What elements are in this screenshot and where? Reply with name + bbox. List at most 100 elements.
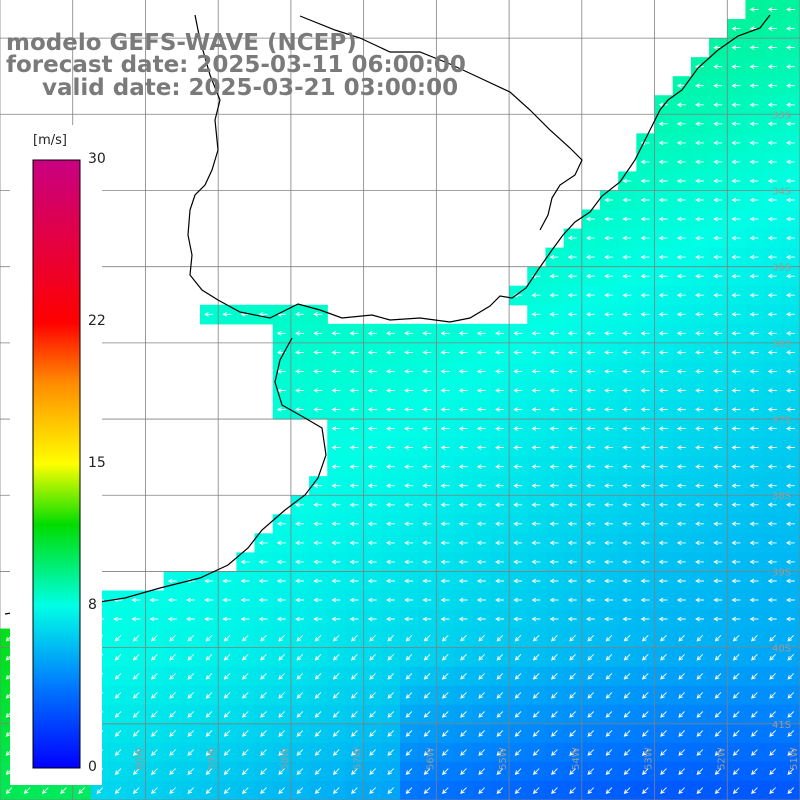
wind-arrow <box>731 540 741 546</box>
wind-arrow <box>369 653 376 661</box>
wind-arrow <box>714 692 722 699</box>
wind-arrow <box>751 711 758 718</box>
wind-arrow <box>731 578 741 584</box>
wind-arrow <box>622 407 632 412</box>
wind-arrow <box>314 673 322 680</box>
wind-arrow <box>132 711 140 718</box>
wind-arrow <box>569 673 576 680</box>
wind-arrow <box>385 426 395 431</box>
wind-arrow <box>476 521 486 527</box>
wind-arrow <box>585 273 595 279</box>
wind-arrow <box>622 178 632 184</box>
wind-arrow <box>749 578 759 584</box>
wind-arrow <box>549 559 559 565</box>
wind-arrow <box>713 235 723 241</box>
wind-arrow <box>767 540 777 546</box>
wind-arrow <box>678 692 685 699</box>
wind-arrow <box>767 559 777 565</box>
wind-arrow <box>531 388 541 393</box>
wind-arrow <box>496 787 504 794</box>
wind-arrow <box>351 768 358 775</box>
wind-arrow <box>604 597 614 603</box>
wind-arrow <box>513 426 523 431</box>
wind-arrow <box>513 521 523 527</box>
wind-arrow <box>314 768 322 775</box>
wind-arrow <box>569 653 576 661</box>
wind-arrow <box>132 730 140 737</box>
wind-arrow <box>640 388 650 393</box>
wind-arrow <box>623 711 631 718</box>
wind-arrow <box>769 730 776 737</box>
wind-arrow <box>676 369 686 374</box>
wind-arrow <box>296 692 304 699</box>
wind-arrow <box>695 254 704 260</box>
title-model: modelo GEFS-WAVE (NCEP) <box>6 30 357 56</box>
wind-arrow <box>423 768 431 775</box>
wind-arrow <box>278 653 285 661</box>
wind-arrow <box>513 483 523 488</box>
wind-arrow <box>332 768 340 775</box>
wind-arrow <box>114 711 122 718</box>
wind-arrow <box>749 597 759 603</box>
wind-arrow <box>567 464 577 469</box>
wind-arrow <box>749 292 759 298</box>
wind-arrow <box>696 692 704 699</box>
wind-arrow <box>731 45 741 50</box>
wind-arrow <box>749 407 759 412</box>
wind-arrow <box>660 768 667 775</box>
wind-arrow <box>567 540 577 546</box>
wind-arrow <box>296 787 304 794</box>
wind-arrow <box>531 407 541 412</box>
wind-arrow <box>495 597 504 603</box>
wind-arrow <box>367 464 377 469</box>
wind-arrow <box>205 692 213 699</box>
wind-arrow <box>660 673 667 680</box>
wind-arrow <box>458 426 468 431</box>
wind-arrow <box>641 768 649 775</box>
wind-arrow <box>385 445 395 450</box>
wind-arrow <box>640 483 650 488</box>
wind-arrow <box>731 235 741 241</box>
wind-arrow <box>495 502 504 508</box>
wind-arrow <box>167 578 177 584</box>
wind-arrow <box>678 787 685 794</box>
wind-arrow <box>585 559 595 565</box>
wind-arrow <box>587 787 595 794</box>
wind-arrow <box>622 388 632 393</box>
wind-arrow <box>695 178 704 184</box>
wind-arrow <box>660 653 667 661</box>
wind-arrow <box>767 121 777 127</box>
wind-arrow <box>404 483 414 488</box>
wind-arrow <box>749 102 759 108</box>
wind-arrow <box>587 711 595 718</box>
wind-arrow <box>695 407 704 412</box>
wind-arrow <box>604 483 614 488</box>
wind-arrow <box>313 559 323 565</box>
wind-arrow <box>441 673 449 680</box>
wind-arrow <box>404 331 414 336</box>
wind-arrow <box>658 388 668 393</box>
wind-arrow <box>460 653 467 661</box>
wind-arrow <box>658 483 668 488</box>
wind-arrow <box>514 787 522 794</box>
wind-arrow <box>187 730 195 737</box>
wind-arrow <box>41 787 49 794</box>
wind-arrow <box>604 369 614 374</box>
wind-arrow <box>678 749 685 756</box>
wind-arrow <box>349 426 359 431</box>
wind-arrow <box>423 749 431 756</box>
wind-arrow <box>385 388 395 393</box>
wind-arrow <box>640 312 650 317</box>
wind-arrow <box>458 540 468 546</box>
wind-arrow <box>476 407 486 412</box>
wind-arrow <box>604 616 614 622</box>
wind-arrow <box>696 653 704 661</box>
colorbar-tick-label: 0 <box>88 759 97 775</box>
wind-arrow <box>514 634 522 642</box>
wind-arrow <box>169 692 176 699</box>
wind-arrow <box>367 616 377 622</box>
wind-arrow <box>567 502 577 508</box>
wind-arrow <box>276 597 286 603</box>
wind-arrow <box>240 597 250 603</box>
wind-arrow <box>749 502 759 508</box>
